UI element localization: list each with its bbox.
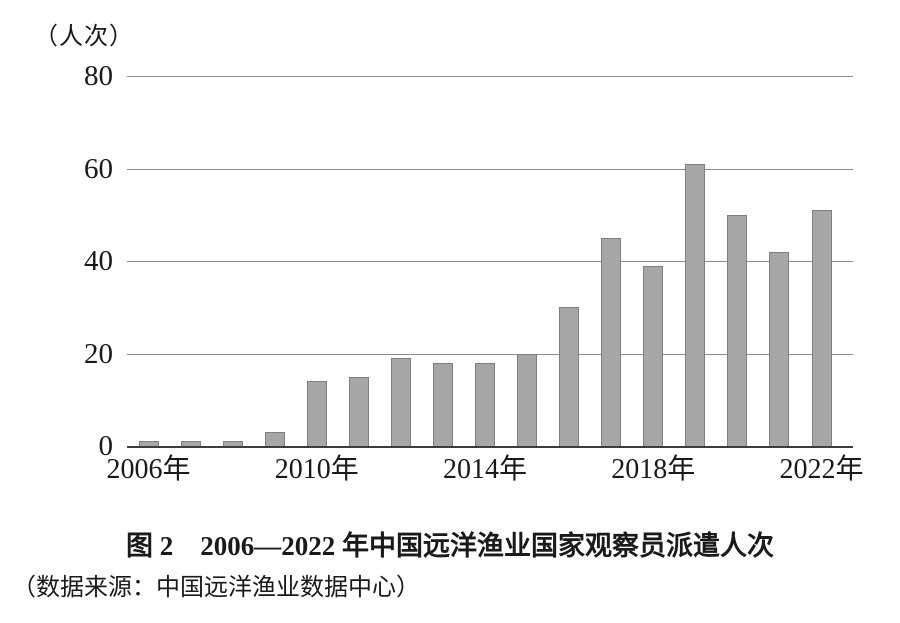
bar-2019年 — [685, 163, 706, 446]
bar-2018年 — [643, 265, 664, 446]
bar-2012年 — [390, 358, 411, 446]
y-tick-label-0: 0 — [98, 430, 114, 462]
gridline-y-40 — [127, 261, 853, 262]
bar-2009年 — [264, 432, 285, 446]
bar-2020年 — [727, 214, 748, 446]
y-tick-label-60: 60 — [84, 152, 113, 185]
y-tick-label-40: 40 — [84, 245, 113, 277]
bar-2016年 — [559, 307, 580, 446]
gridline-y-20 — [127, 353, 853, 355]
gridline-y-80 — [127, 76, 853, 77]
bar-2014年 — [475, 362, 495, 446]
bar-2008年 — [222, 441, 243, 446]
plot-area — [127, 76, 853, 448]
x-tick-label-2018年: 2018年 — [611, 454, 696, 485]
bar-2017年 — [601, 237, 622, 446]
figure-source: （数据来源：中国远洋渔业数据中心） — [12, 575, 420, 601]
y-tick-label-20: 20 — [84, 337, 113, 370]
x-tick-label-2022年: 2022年 — [779, 454, 864, 485]
x-tick-label-2006年: 2006年 — [106, 454, 191, 485]
bar-2022年 — [811, 210, 832, 446]
bar-2006年 — [138, 441, 159, 446]
figure-title: 图 2 2006—2022 年中国远洋渔业国家观察员派遣人次 — [126, 531, 774, 561]
bar-2007年 — [180, 441, 201, 446]
bar-2011年 — [348, 376, 369, 446]
gridline-y-60 — [127, 168, 853, 170]
y-tick-label-80: 80 — [84, 60, 113, 92]
bar-2010年 — [306, 381, 327, 446]
bar-2013年 — [432, 362, 453, 446]
x-tick-label-2014年: 2014年 — [442, 454, 527, 485]
y-axis-unit-label: （人次） — [34, 24, 134, 50]
bar-2015年 — [517, 353, 538, 446]
bar-2021年 — [769, 251, 790, 446]
x-tick-label-2010年: 2010年 — [274, 454, 359, 485]
